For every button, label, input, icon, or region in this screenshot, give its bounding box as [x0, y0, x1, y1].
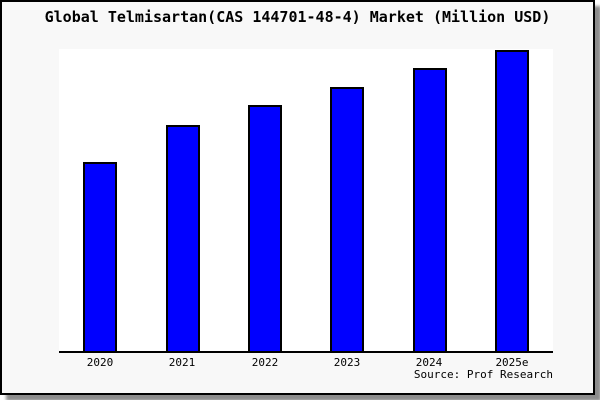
plot-area — [59, 49, 553, 353]
bar-2025e — [495, 50, 529, 351]
chart-panel: Global Telmisartan(CAS 144701-48-4) Mark… — [0, 0, 595, 395]
bar-2021 — [166, 125, 200, 351]
bar-2023 — [330, 87, 364, 351]
chart-title: Global Telmisartan(CAS 144701-48-4) Mark… — [44, 8, 551, 26]
bar-2022 — [248, 105, 282, 351]
x-tick-label-2023: 2023 — [333, 356, 361, 369]
bar-2024 — [413, 68, 447, 351]
x-tick-label-2024: 2024 — [415, 356, 443, 369]
x-tick-label-2022: 2022 — [251, 356, 279, 369]
x-axis-labels: 2020 2021 2022 2023 2024 2025e — [59, 356, 553, 370]
bar-2020 — [83, 162, 117, 351]
x-tick-label-2021: 2021 — [168, 356, 196, 369]
source-label: Source: Prof Research — [413, 368, 553, 381]
x-tick-label-2020: 2020 — [86, 356, 114, 369]
x-tick-label-2025e: 2025e — [495, 356, 529, 369]
